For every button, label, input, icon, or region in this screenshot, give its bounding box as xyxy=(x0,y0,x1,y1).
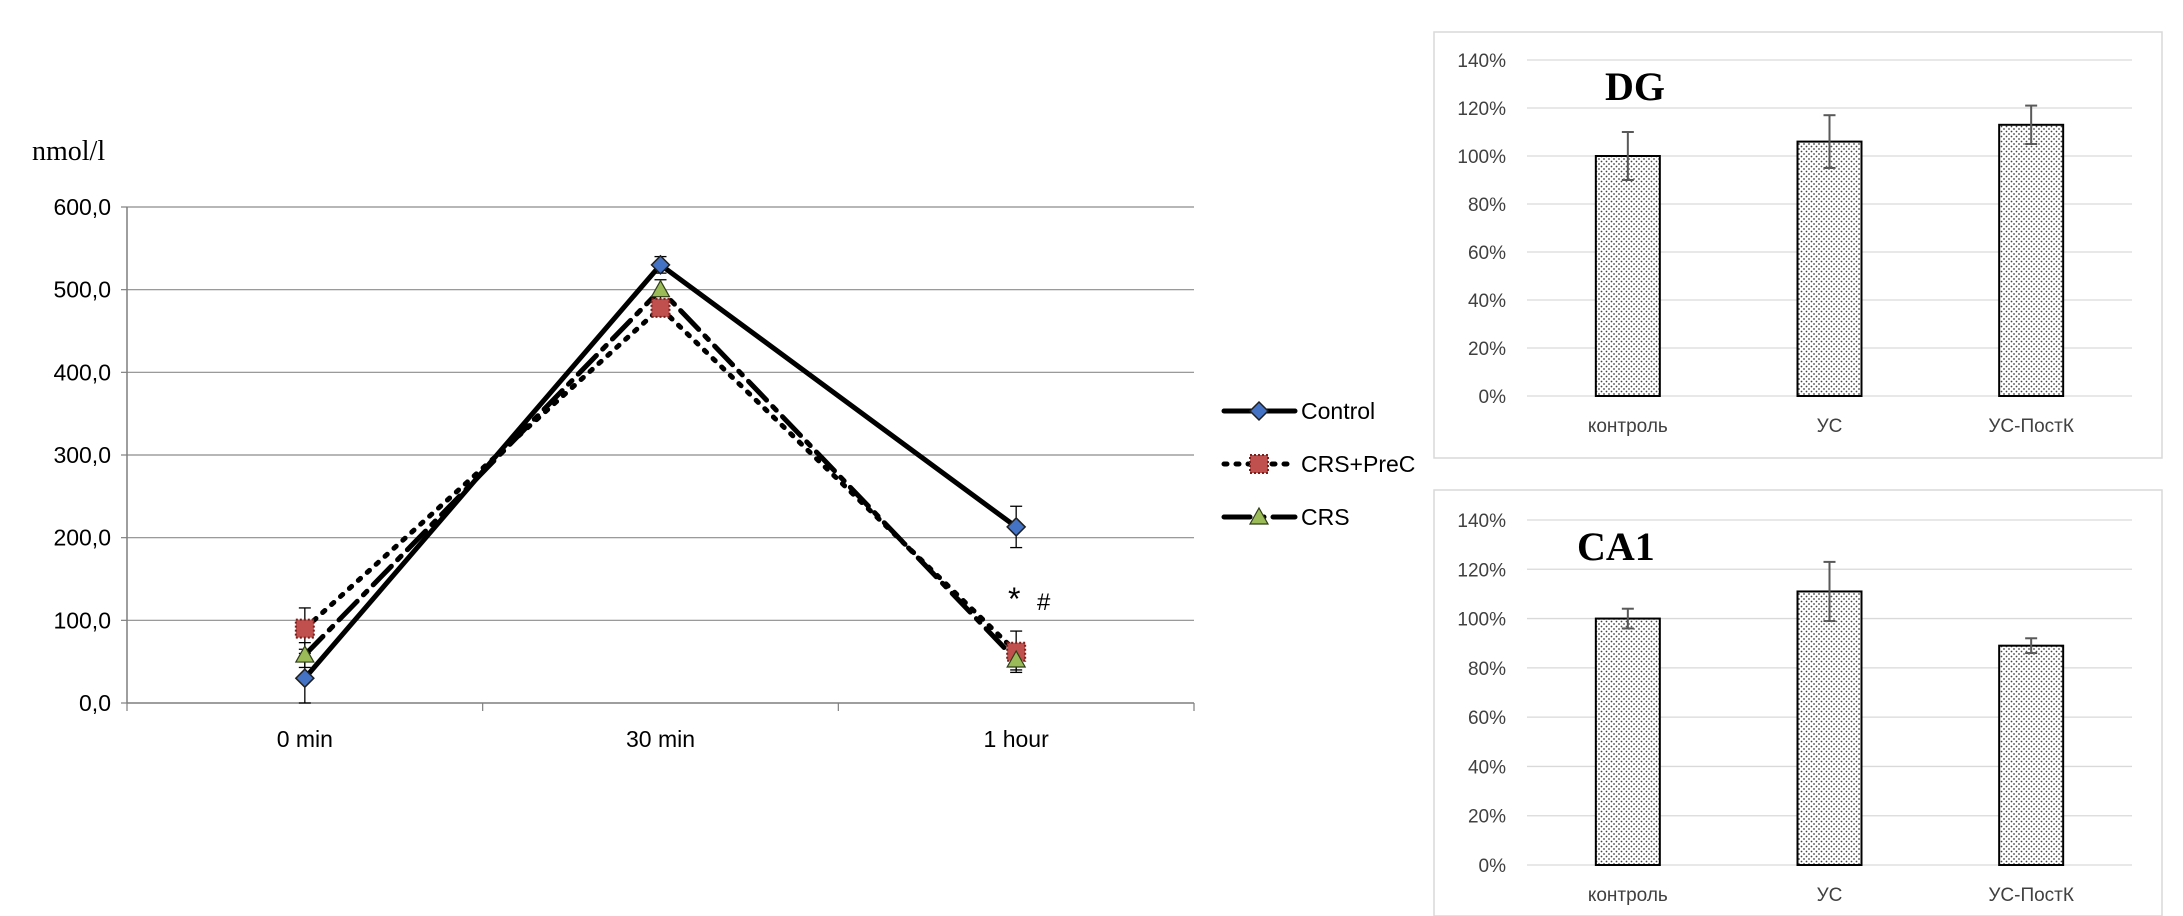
data-point-crs-prec xyxy=(650,297,671,318)
line-chart-ylabel: nmol/l xyxy=(32,136,105,167)
y-tick-label: 60% xyxy=(1468,708,1506,729)
y-tick-label: 400,0 xyxy=(53,359,111,385)
line-chart-gridlines xyxy=(121,206,1195,711)
bar xyxy=(1796,140,1863,397)
dg-bar-chart: 0% 20% 40% 60% 80% 100% 120% 140% контроль УС УС-П… xyxy=(1433,31,2163,459)
data-point-crs xyxy=(650,279,671,298)
y-tick-label: 120% xyxy=(1457,560,1506,581)
y-tick-label: 20% xyxy=(1468,339,1506,360)
series-line-crs-prec xyxy=(302,305,1019,655)
line-chart-legend: Control CRS+PreC CRS xyxy=(1221,398,1415,530)
y-tick-label: 40% xyxy=(1468,291,1506,312)
y-tick-label: 200,0 xyxy=(53,525,111,551)
x-tick-label: 30 min xyxy=(626,726,695,752)
x-tick-label: 1 hour xyxy=(984,726,1050,752)
annotation-hash: # xyxy=(1037,589,1051,616)
bar xyxy=(1998,123,2065,398)
y-tick-label: 80% xyxy=(1468,659,1506,680)
x-tick-label: контроль xyxy=(1588,885,1668,906)
line-chart-y-ticks: 0,0 100,0 200,0 300,0 400,0 500,0 600,0 xyxy=(53,194,111,716)
bar xyxy=(1998,644,2065,867)
y-tick-label: 100% xyxy=(1457,147,1506,168)
y-tick-label: 80% xyxy=(1468,195,1506,216)
y-tick-label: 600,0 xyxy=(53,194,111,220)
x-tick-label: контроль xyxy=(1588,416,1668,437)
y-tick-label: 300,0 xyxy=(53,442,111,468)
y-tick-label: 100% xyxy=(1457,610,1506,631)
y-tick-label: 0,0 xyxy=(79,690,111,716)
y-tick-label: 140% xyxy=(1457,511,1506,532)
ca1-chart-content: 0% 20% 40% 60% 80% 100% 120% 140% контроль УС УС-П… xyxy=(1457,511,2132,906)
line-chart: nmol/l 0,0 100,0 200,0 300,0 400,0 500,0 600,0… xyxy=(32,136,1415,752)
y-tick-label: 500,0 xyxy=(53,277,111,303)
x-tick-label: УС xyxy=(1817,885,1843,906)
dg-chart-title: DG xyxy=(1605,64,1665,109)
line-chart-x-ticks: 0 min 30 min 1 hour xyxy=(277,726,1049,752)
x-tick-label: УС-ПостК xyxy=(1988,416,2074,437)
data-point-control xyxy=(650,254,671,275)
x-tick-label: УС xyxy=(1817,416,1843,437)
x-tick-label: 0 min xyxy=(277,726,333,752)
data-point-control xyxy=(1006,516,1027,537)
y-tick-label: 120% xyxy=(1457,99,1506,120)
y-tick-label: 20% xyxy=(1468,807,1506,828)
ca1-chart-title: CA1 xyxy=(1577,524,1655,569)
annotation-asterisk: * xyxy=(1008,581,1020,617)
data-point-control xyxy=(294,668,315,689)
data-point-crs xyxy=(1006,649,1027,668)
legend-label-crs: CRS xyxy=(1301,504,1350,530)
y-tick-label: 0% xyxy=(1479,856,1507,877)
legend-marker-crs-prec xyxy=(1249,454,1269,474)
line-chart-series xyxy=(294,254,1027,704)
series-line-crs xyxy=(302,287,1019,663)
dg-chart-content: 0% 20% 40% 60% 80% 100% 120% 140% контроль УС УС-П… xyxy=(1457,51,2132,437)
data-point-crs xyxy=(294,644,315,663)
bar xyxy=(1796,590,1863,866)
x-tick-label: УС-ПостК xyxy=(1988,885,2074,906)
y-tick-label: 40% xyxy=(1468,757,1506,778)
legend-marker-crs xyxy=(1248,506,1270,525)
legend-label-crs-prec: CRS+PreC xyxy=(1301,451,1415,477)
bar xyxy=(1594,155,1661,397)
y-tick-label: 140% xyxy=(1457,51,1506,72)
series-line-control xyxy=(302,262,1019,681)
legend-marker-control xyxy=(1248,400,1270,422)
bar xyxy=(1594,617,1661,866)
legend-label-control: Control xyxy=(1301,398,1375,424)
y-tick-label: 60% xyxy=(1468,243,1506,264)
data-point-crs-prec xyxy=(294,618,315,639)
y-tick-label: 100,0 xyxy=(53,607,111,633)
y-tick-label: 0% xyxy=(1479,387,1507,408)
ca1-bar-chart: 0% 20% 40% 60% 80% 100% 120% 140% контроль УС УС-П… xyxy=(1433,489,2163,916)
